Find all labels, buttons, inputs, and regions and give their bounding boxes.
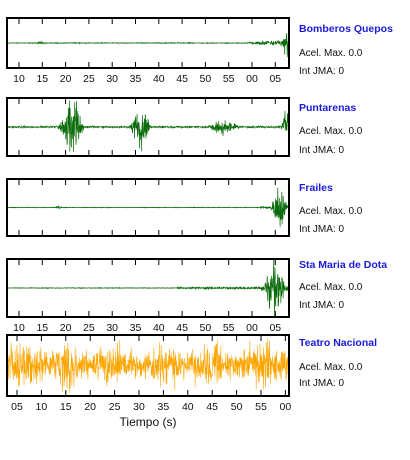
jma-label: Int JMA: 0 bbox=[299, 378, 344, 389]
station-name: Teatro Nacional bbox=[299, 337, 377, 349]
tick-label: 10 bbox=[13, 73, 25, 85]
tick-label: 10 bbox=[13, 322, 25, 334]
tick-marks bbox=[16, 335, 286, 396]
panel-sta-maria-de-dota: 10 15 20 25 30 35 40 45 50 55 00 05 Sta Maria de Do… bbox=[6, 258, 387, 334]
tick-label: 45 bbox=[206, 401, 218, 413]
panel-frailes: Frailes Acel. Max. 0.0 Int JMA: 0 bbox=[6, 178, 363, 237]
waveform bbox=[8, 260, 288, 316]
tick-label: 05 bbox=[269, 322, 281, 334]
tick-label: 50 bbox=[200, 73, 212, 85]
accel-label: Acel. Max. 0.0 bbox=[299, 48, 363, 59]
accel-label: Acel. Max. 0.0 bbox=[299, 282, 363, 293]
tick-label: 30 bbox=[133, 401, 145, 413]
x-axis-label: Tiempo (s) bbox=[120, 415, 177, 429]
tick-label: 45 bbox=[176, 322, 188, 334]
tick-label: 25 bbox=[109, 401, 121, 413]
tick-label: 20 bbox=[60, 73, 72, 85]
panel-teatro-nacional: 05 10 15 20 25 30 35 40 45 50 55 00 Teatro Nacional… bbox=[6, 334, 377, 413]
tick-label: 20 bbox=[60, 322, 72, 334]
tick-label: 45 bbox=[176, 73, 188, 85]
jma-label: Int JMA: 0 bbox=[299, 300, 344, 311]
tick-label: 00 bbox=[246, 322, 258, 334]
tick-label: 55 bbox=[223, 73, 235, 85]
tick-labels: 10 15 20 25 30 35 40 45 50 55 00 05 bbox=[13, 322, 281, 334]
tick-label: 40 bbox=[153, 73, 165, 85]
tick-label: 35 bbox=[130, 73, 142, 85]
tick-marks bbox=[18, 18, 276, 68]
tick-label: 40 bbox=[182, 401, 194, 413]
accel-label: Acel. Max. 0.0 bbox=[299, 126, 363, 137]
tick-marks bbox=[18, 179, 276, 236]
tick-label: 35 bbox=[158, 401, 170, 413]
tick-label: 50 bbox=[200, 322, 212, 334]
tick-label: 10 bbox=[36, 401, 48, 413]
tick-label: 35 bbox=[130, 322, 142, 334]
jma-label: Int JMA: 0 bbox=[299, 224, 344, 235]
station-name: Bomberos Quepos bbox=[299, 23, 393, 35]
tick-label: 30 bbox=[106, 73, 118, 85]
waveform bbox=[8, 338, 288, 394]
waveform bbox=[8, 33, 288, 58]
tick-label: 00 bbox=[280, 401, 292, 413]
tick-label: 55 bbox=[223, 322, 235, 334]
waveform bbox=[8, 100, 288, 152]
tick-labels: 10 15 20 25 30 35 40 45 50 55 00 05 bbox=[13, 73, 281, 85]
station-name: Sta Maria de Dota bbox=[299, 259, 387, 271]
tick-label: 20 bbox=[84, 401, 96, 413]
tick-label: 15 bbox=[36, 73, 48, 85]
tick-labels: 05 10 15 20 25 30 35 40 45 50 55 00 bbox=[11, 401, 291, 413]
tick-label: 05 bbox=[269, 73, 281, 85]
tick-label: 40 bbox=[153, 322, 165, 334]
tick-marks bbox=[18, 259, 276, 317]
waveform bbox=[8, 187, 288, 227]
tick-label: 30 bbox=[106, 322, 118, 334]
jma-label: Int JMA: 0 bbox=[299, 66, 344, 77]
accel-label: Acel. Max. 0.0 bbox=[299, 206, 363, 217]
tick-label: 15 bbox=[36, 322, 48, 334]
tick-label: 00 bbox=[246, 73, 258, 85]
tick-label: 05 bbox=[11, 401, 23, 413]
tick-marks bbox=[18, 98, 276, 156]
tick-label: 15 bbox=[60, 401, 72, 413]
panel-bomberos-quepos: 10 15 20 25 30 35 40 45 50 55 00 05 Bomberos Quepos… bbox=[6, 17, 393, 85]
panel-puntarenas: Puntarenas Acel. Max. 0.0 Int JMA: 0 bbox=[6, 97, 363, 157]
station-name: Frailes bbox=[299, 182, 333, 194]
accel-label: Acel. Max. 0.0 bbox=[299, 362, 363, 373]
tick-label: 25 bbox=[83, 322, 95, 334]
tick-label: 55 bbox=[255, 401, 267, 413]
jma-label: Int JMA: 0 bbox=[299, 145, 344, 156]
station-name: Puntarenas bbox=[299, 102, 356, 114]
tick-label: 50 bbox=[231, 401, 243, 413]
tick-label: 25 bbox=[83, 73, 95, 85]
